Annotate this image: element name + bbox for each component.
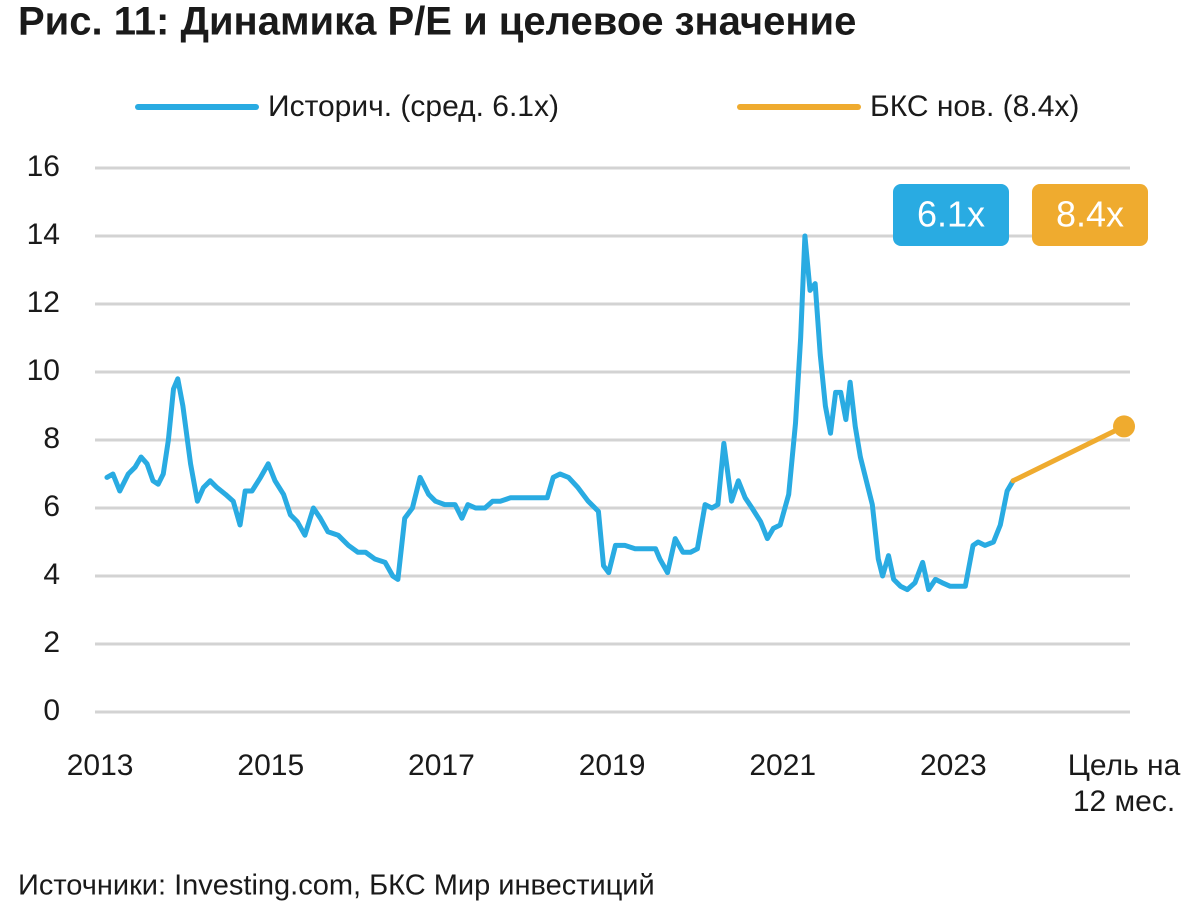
series-line [104,233,1016,593]
y-tick-label: 0 [43,694,60,727]
target-point [1113,415,1136,438]
series-line [1010,423,1127,484]
x-tick-label: 2017 [408,749,475,782]
legend-label: Историч. (сред. 6.1x) [268,90,559,123]
x-tick-label: 2013 [66,749,134,782]
annotation-box [1032,184,1148,246]
x-tick-label: Цель на 12 мес. [1067,749,1181,818]
x-tick-label: 2019 [578,749,646,782]
y-tick-label: 2 [43,626,60,659]
chart-title: Рис. 11: Динамика P/E и целевое значение [18,0,856,44]
x-tick-label: 2021 [749,749,817,782]
y-tick-label: 10 [27,354,60,387]
y-tick-label: 8 [43,422,60,455]
annotation-box [893,184,1009,246]
y-tick-label: 16 [27,150,60,183]
x-tick-label: 2015 [237,749,305,782]
source: Источники: Investing.com, БКС Мир инвест… [18,870,655,902]
annotation-label: 6.1x [917,194,985,235]
legend-label: БКС нов. (8.4x) [870,90,1079,123]
y-tick-label: 14 [27,218,60,251]
y-tick-label: 4 [43,558,60,591]
y-tick-label: 12 [27,286,60,319]
annotation-label: 8.4x [1056,194,1124,235]
y-tick-label: 6 [43,490,60,523]
x-tick-label: 2023 [920,749,987,782]
